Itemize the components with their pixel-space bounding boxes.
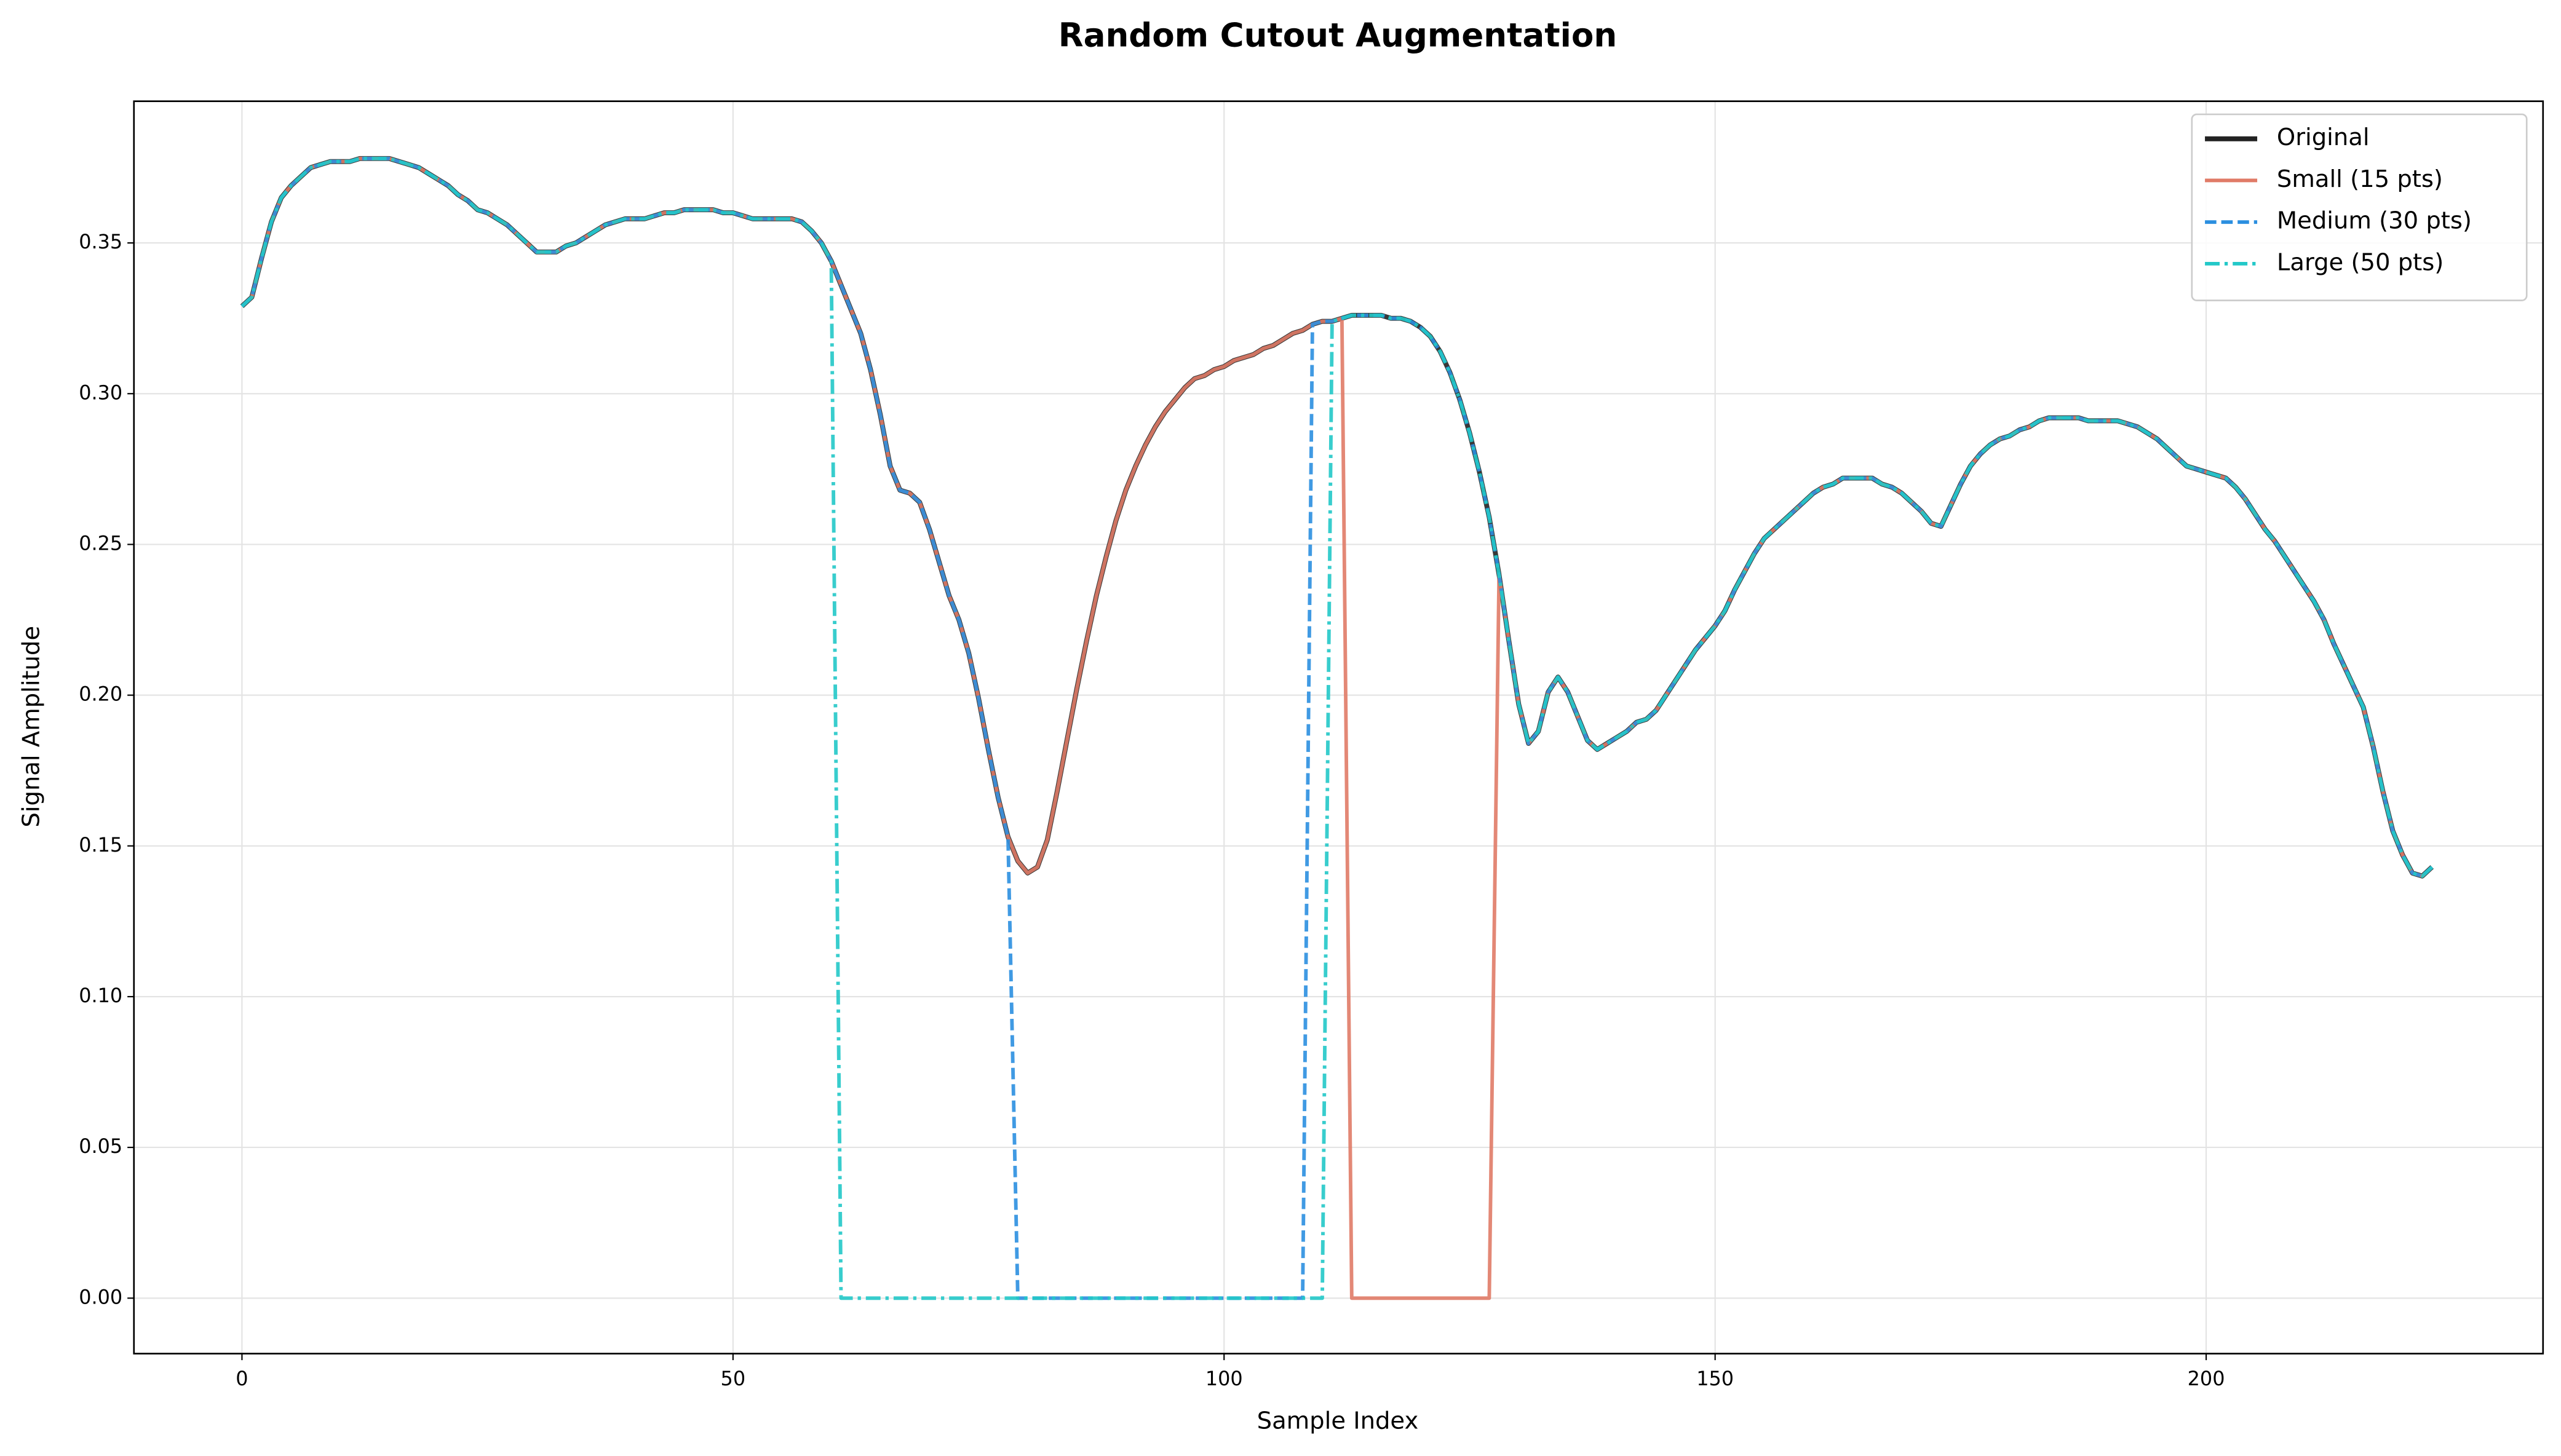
legend-label: Original (2277, 124, 2370, 151)
legend-box (2191, 113, 2528, 301)
chart-title: Random Cutout Augmentation (1058, 17, 1617, 55)
y-tick-label: 0.30 (79, 381, 122, 404)
x-tick-label: 0 (236, 1367, 248, 1390)
x-tick-label: 200 (2188, 1367, 2225, 1390)
x-tick-label: 100 (1205, 1367, 1243, 1390)
y-tick-label: 0.00 (79, 1285, 122, 1308)
y-tick-label: 0.10 (79, 984, 122, 1007)
y-tick-label: 0.05 (79, 1134, 122, 1158)
y-tick-label: 0.15 (79, 833, 122, 857)
y-axis-label: Signal Amplitude (18, 626, 46, 828)
legend: Original Small (15 pts) Medium (30 pts) Lar… (2191, 113, 2528, 301)
y-tick-label: 0.20 (79, 682, 122, 706)
x-tick-label: 150 (1696, 1367, 1734, 1390)
y-tick-label: 0.25 (79, 531, 122, 555)
legend-label: Small (15 pts) (2277, 165, 2443, 193)
legend-label: Medium (30 pts) (2277, 207, 2472, 235)
x-tick-label: 50 (721, 1367, 746, 1390)
y-tick-label: 0.35 (79, 230, 122, 253)
plot-frame (133, 100, 2544, 1355)
legend-label: Large (50 pts) (2277, 248, 2444, 276)
x-axis-label: Sample Index (1257, 1407, 1419, 1435)
data-line (240, 156, 2434, 1300)
